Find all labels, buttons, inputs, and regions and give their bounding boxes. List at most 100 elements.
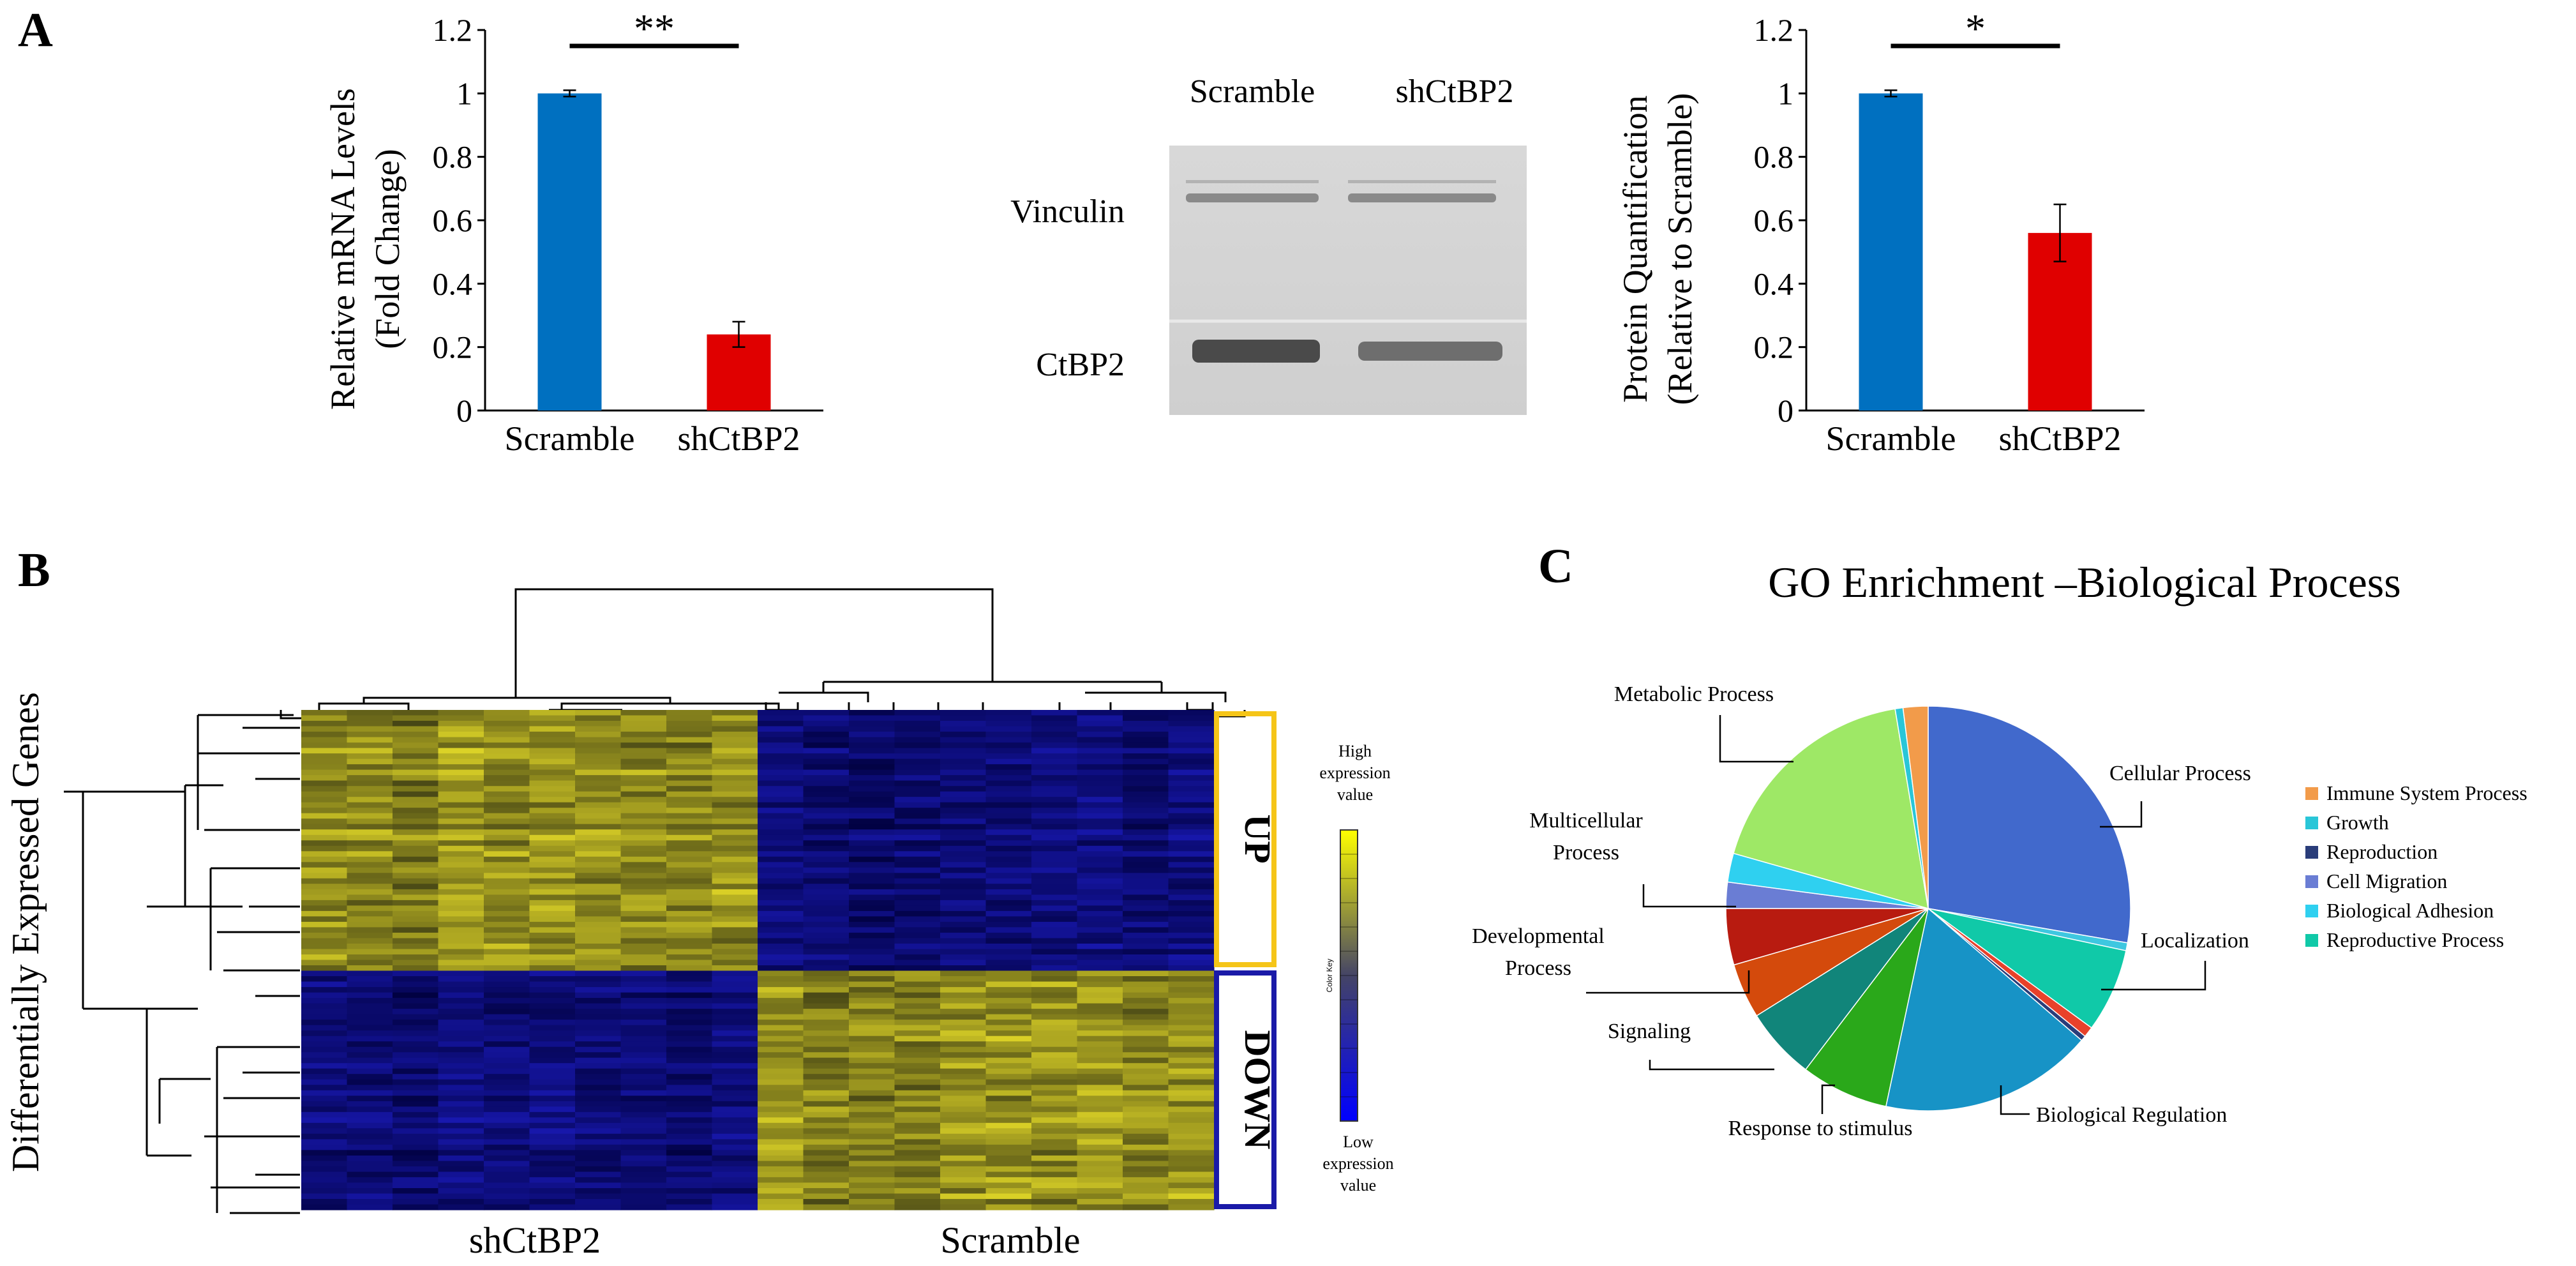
heatmap-cell [575, 1204, 622, 1210]
heatmap-cell [940, 737, 987, 743]
heatmap-cell [620, 1096, 667, 1102]
heatmap-cell [529, 894, 576, 901]
heatmap-cell [803, 1096, 850, 1102]
heatmap-cell [894, 992, 941, 998]
heatmap-cell [438, 1122, 484, 1129]
heatmap-cell [1168, 1090, 1215, 1096]
heatmap-cell [894, 965, 941, 972]
heatmap-cell [484, 1052, 530, 1059]
heatmap-cell [758, 900, 804, 906]
heatmap-cell [301, 780, 348, 787]
heatmap-cell [985, 1133, 1032, 1140]
heatmap-cell [758, 1144, 804, 1150]
heatmap-cell [529, 916, 576, 923]
heatmap-cell [575, 878, 622, 884]
heatmap-cell [620, 981, 667, 988]
heatmap-cell [529, 1101, 576, 1107]
heatmap-cell [940, 818, 987, 825]
heatmap-cell [1031, 797, 1078, 803]
heatmap-cell [666, 753, 713, 760]
heatmap-cell [1168, 1085, 1215, 1091]
heatmap-cell [438, 721, 484, 727]
heatmap-cell [985, 818, 1032, 825]
heatmap-cell [985, 1155, 1032, 1161]
heatmap-cell [940, 1133, 987, 1140]
heatmap-cell [894, 981, 941, 988]
heatmap-cell [940, 1155, 987, 1161]
heatmap-cell [712, 1036, 758, 1042]
heatmap-cell [529, 905, 576, 912]
heatmap-cell [347, 1155, 393, 1161]
heatmap-cell [1123, 960, 1169, 966]
heatmap-cell [301, 791, 348, 797]
heatmap-cell [712, 970, 758, 977]
heatmap-cell [301, 970, 348, 977]
heatmap-cell [620, 910, 667, 917]
heatmap-cell [438, 764, 484, 771]
heatmap-cell [803, 954, 850, 961]
heatmap-cell [438, 1188, 484, 1194]
heatmap-cell [1123, 1079, 1169, 1085]
heatmap-cell [484, 813, 530, 819]
heatmap-cell [985, 1166, 1032, 1172]
heatmap-cell [393, 1204, 439, 1210]
heatmap-cell [712, 1161, 758, 1167]
heatmap-cell [484, 1133, 530, 1140]
heatmap-cell [484, 976, 530, 983]
heatmap-cell [529, 981, 576, 988]
heatmap-cell [666, 1117, 713, 1124]
heatmap-cell [985, 797, 1032, 803]
y-tick-label: 0.8 [1754, 139, 1794, 175]
heatmap-cell [1123, 742, 1169, 749]
heatmap-cell [666, 710, 713, 716]
key-gradient-bar [1340, 829, 1358, 1122]
heatmap-cell [438, 970, 484, 977]
heatmap-cell [301, 976, 348, 983]
heatmap-cell [393, 970, 439, 977]
heatmap-cell [1077, 797, 1123, 803]
heatmap-cell [803, 742, 850, 749]
heatmap-cell [529, 878, 576, 884]
heatmap-cell [575, 1193, 622, 1200]
heatmap-cell [803, 894, 850, 901]
heatmap-cell [803, 1172, 850, 1178]
heatmap-cell [712, 753, 758, 760]
heatmap-cell [985, 900, 1032, 906]
heatmap-cell [1123, 970, 1169, 977]
heatmap-cell [758, 824, 804, 830]
heatmap-cell [347, 998, 393, 1004]
heatmap-cell [894, 949, 941, 955]
y-tick-label: 1 [1778, 75, 1793, 111]
heatmap-cell [985, 856, 1032, 863]
heatmap-cell [940, 726, 987, 732]
heatmap-cell [803, 753, 850, 760]
heatmap-cell [1168, 910, 1215, 917]
heatmap-cell [393, 829, 439, 836]
heatmap-cell [666, 1106, 713, 1113]
heatmap-cell [1123, 764, 1169, 771]
heatmap-cell [301, 1204, 348, 1210]
heatmap-cell [620, 1122, 667, 1129]
heatmap-cell [301, 1030, 348, 1037]
heatmap-cell [438, 829, 484, 836]
heatmap-cell [940, 764, 987, 771]
heatmap-cell [575, 987, 622, 993]
y-tick-label: 0.6 [433, 202, 473, 238]
heatmap-cell [894, 840, 941, 847]
y-tick-label: 0.2 [433, 329, 473, 365]
heatmap-cell [575, 1182, 622, 1189]
heatmap-cell [894, 1009, 941, 1015]
heatmap-cell [484, 884, 530, 890]
heatmap-ylabel: Differentially Expressed Genes [4, 692, 47, 1172]
heatmap-cell [1077, 965, 1123, 972]
heatmap-cell [1123, 954, 1169, 961]
heatmap-cell [438, 1150, 484, 1156]
heatmap-cell [484, 1199, 530, 1205]
heatmap-cell [940, 905, 987, 912]
heatmap-cell [484, 764, 530, 771]
heatmap-cell [1123, 938, 1169, 944]
heatmap-cell [620, 900, 667, 906]
heatmap-cell [803, 927, 850, 933]
heatmap-cell [1123, 1041, 1169, 1048]
heatmap-cell [849, 949, 895, 955]
